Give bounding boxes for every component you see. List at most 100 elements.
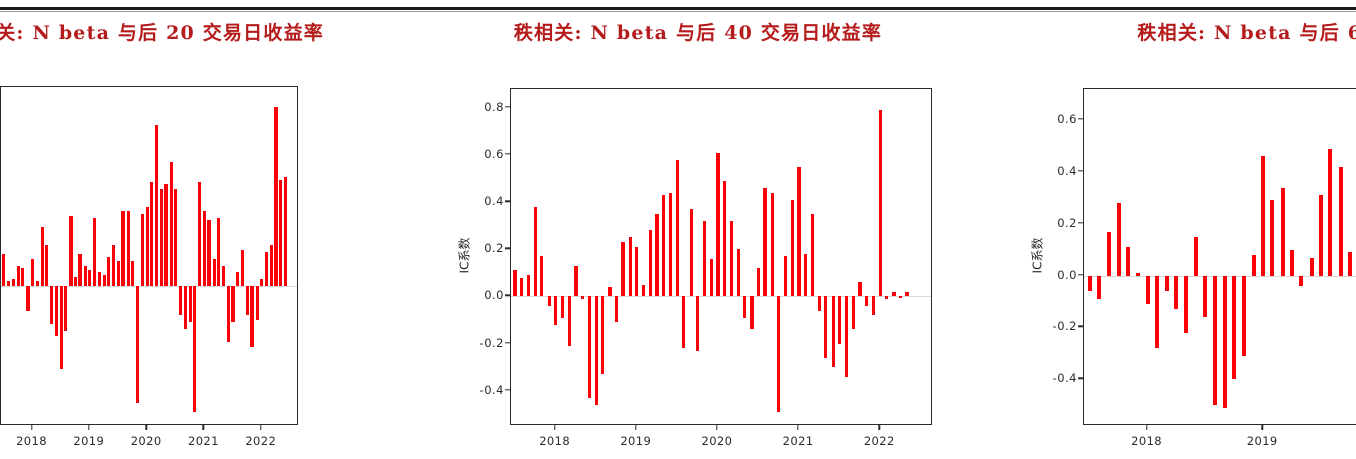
bar	[588, 296, 592, 398]
x-axis-tick-label: 2021	[188, 434, 219, 448]
bar	[817, 296, 821, 311]
x-axis-tick-mark	[30, 425, 33, 430]
bar	[1125, 247, 1130, 276]
bar	[851, 296, 856, 330]
y-axis-tick-mark	[1078, 325, 1083, 328]
x-axis-tick-label: 2019	[620, 434, 652, 448]
x-axis-tick-mark	[202, 425, 205, 430]
x-axis-tick-mark	[797, 425, 799, 430]
y-axis-tick-label: 0.0	[1057, 267, 1077, 282]
bar	[169, 161, 173, 286]
bar	[702, 220, 706, 297]
bar	[1328, 148, 1333, 276]
bar	[102, 274, 106, 286]
x-axis-tick-label: 2020	[701, 434, 733, 448]
x-axis-tick-label: 2018	[539, 434, 571, 448]
bar	[513, 270, 517, 297]
bar	[241, 249, 245, 286]
bar	[1223, 275, 1228, 408]
bar	[621, 242, 625, 297]
bar	[831, 296, 835, 368]
bar	[26, 285, 30, 311]
x-axis-tick-label: 2022	[863, 434, 895, 448]
plot-frame-40d	[510, 88, 932, 425]
bar	[635, 246, 639, 297]
bar	[803, 253, 808, 297]
bar	[519, 277, 524, 297]
bar	[255, 285, 259, 320]
bar	[126, 211, 130, 286]
bar	[140, 213, 145, 286]
bar	[269, 245, 274, 286]
bar	[236, 272, 240, 286]
bar	[730, 220, 734, 297]
y-axis-tick-label: 0.2	[1057, 215, 1077, 230]
bar	[614, 296, 619, 323]
header-rule-thin	[0, 11, 1356, 12]
bar	[722, 180, 727, 297]
bar	[73, 276, 78, 286]
bar	[1154, 275, 1159, 349]
x-axis-tick-label: 2018	[16, 434, 47, 448]
plot-area-20d	[1, 87, 297, 424]
bar	[135, 285, 139, 404]
bar	[88, 270, 92, 286]
y-axis-tick-label: 0.6	[1057, 112, 1077, 127]
panel-title-40d: 秩相关: N beta 与后 40 交易日收益率	[513, 22, 883, 44]
bar	[791, 199, 795, 297]
bar	[198, 181, 202, 286]
bar	[217, 218, 221, 286]
bar	[628, 237, 632, 297]
bar	[838, 296, 842, 344]
y-axis-tick-mark	[1078, 170, 1083, 172]
bar	[669, 192, 673, 297]
bar	[1194, 236, 1199, 276]
y-axis-tick-label: 0.4	[484, 194, 504, 209]
bar	[1261, 156, 1266, 276]
bar	[811, 213, 815, 297]
bar	[226, 285, 231, 343]
y-axis-tick-mark	[1078, 273, 1083, 276]
bar	[696, 296, 700, 351]
bar	[554, 296, 558, 325]
bar	[594, 296, 598, 405]
x-axis-tick-label: 2021	[782, 434, 814, 448]
bar	[661, 195, 666, 297]
bar	[580, 296, 584, 299]
bar	[69, 215, 73, 286]
bar	[770, 192, 774, 297]
bar	[40, 227, 44, 286]
bar	[1299, 275, 1304, 286]
plot-frame-60d	[1083, 88, 1356, 425]
bar	[1165, 275, 1170, 292]
bar	[159, 188, 164, 286]
y-axis-label-60d: IC系数	[1030, 237, 1045, 273]
bar	[1280, 187, 1285, 276]
x-axis-tick-mark	[716, 425, 718, 430]
bar	[540, 256, 544, 297]
plot-area-60d	[1084, 89, 1356, 424]
y-axis-tick-mark	[505, 341, 510, 344]
y-axis-tick-label: 0.0	[484, 288, 504, 303]
bar	[1097, 275, 1102, 299]
x-axis-tick-label: 2019	[73, 434, 105, 448]
x-axis-tick-label: 2018	[1131, 434, 1163, 448]
bar	[1145, 275, 1150, 305]
bar	[750, 296, 754, 330]
x-axis-tick-mark	[260, 425, 262, 430]
bar	[2, 254, 6, 286]
bar	[183, 285, 188, 329]
bar	[1174, 275, 1179, 310]
bar	[284, 177, 288, 286]
bar	[1212, 275, 1217, 406]
bar	[83, 265, 87, 286]
bar	[221, 265, 225, 286]
bar	[858, 282, 862, 297]
bar	[1270, 200, 1275, 276]
bar	[1338, 166, 1343, 276]
bar	[689, 209, 693, 297]
bar	[21, 267, 25, 286]
bar	[777, 296, 781, 412]
bar	[756, 268, 761, 297]
